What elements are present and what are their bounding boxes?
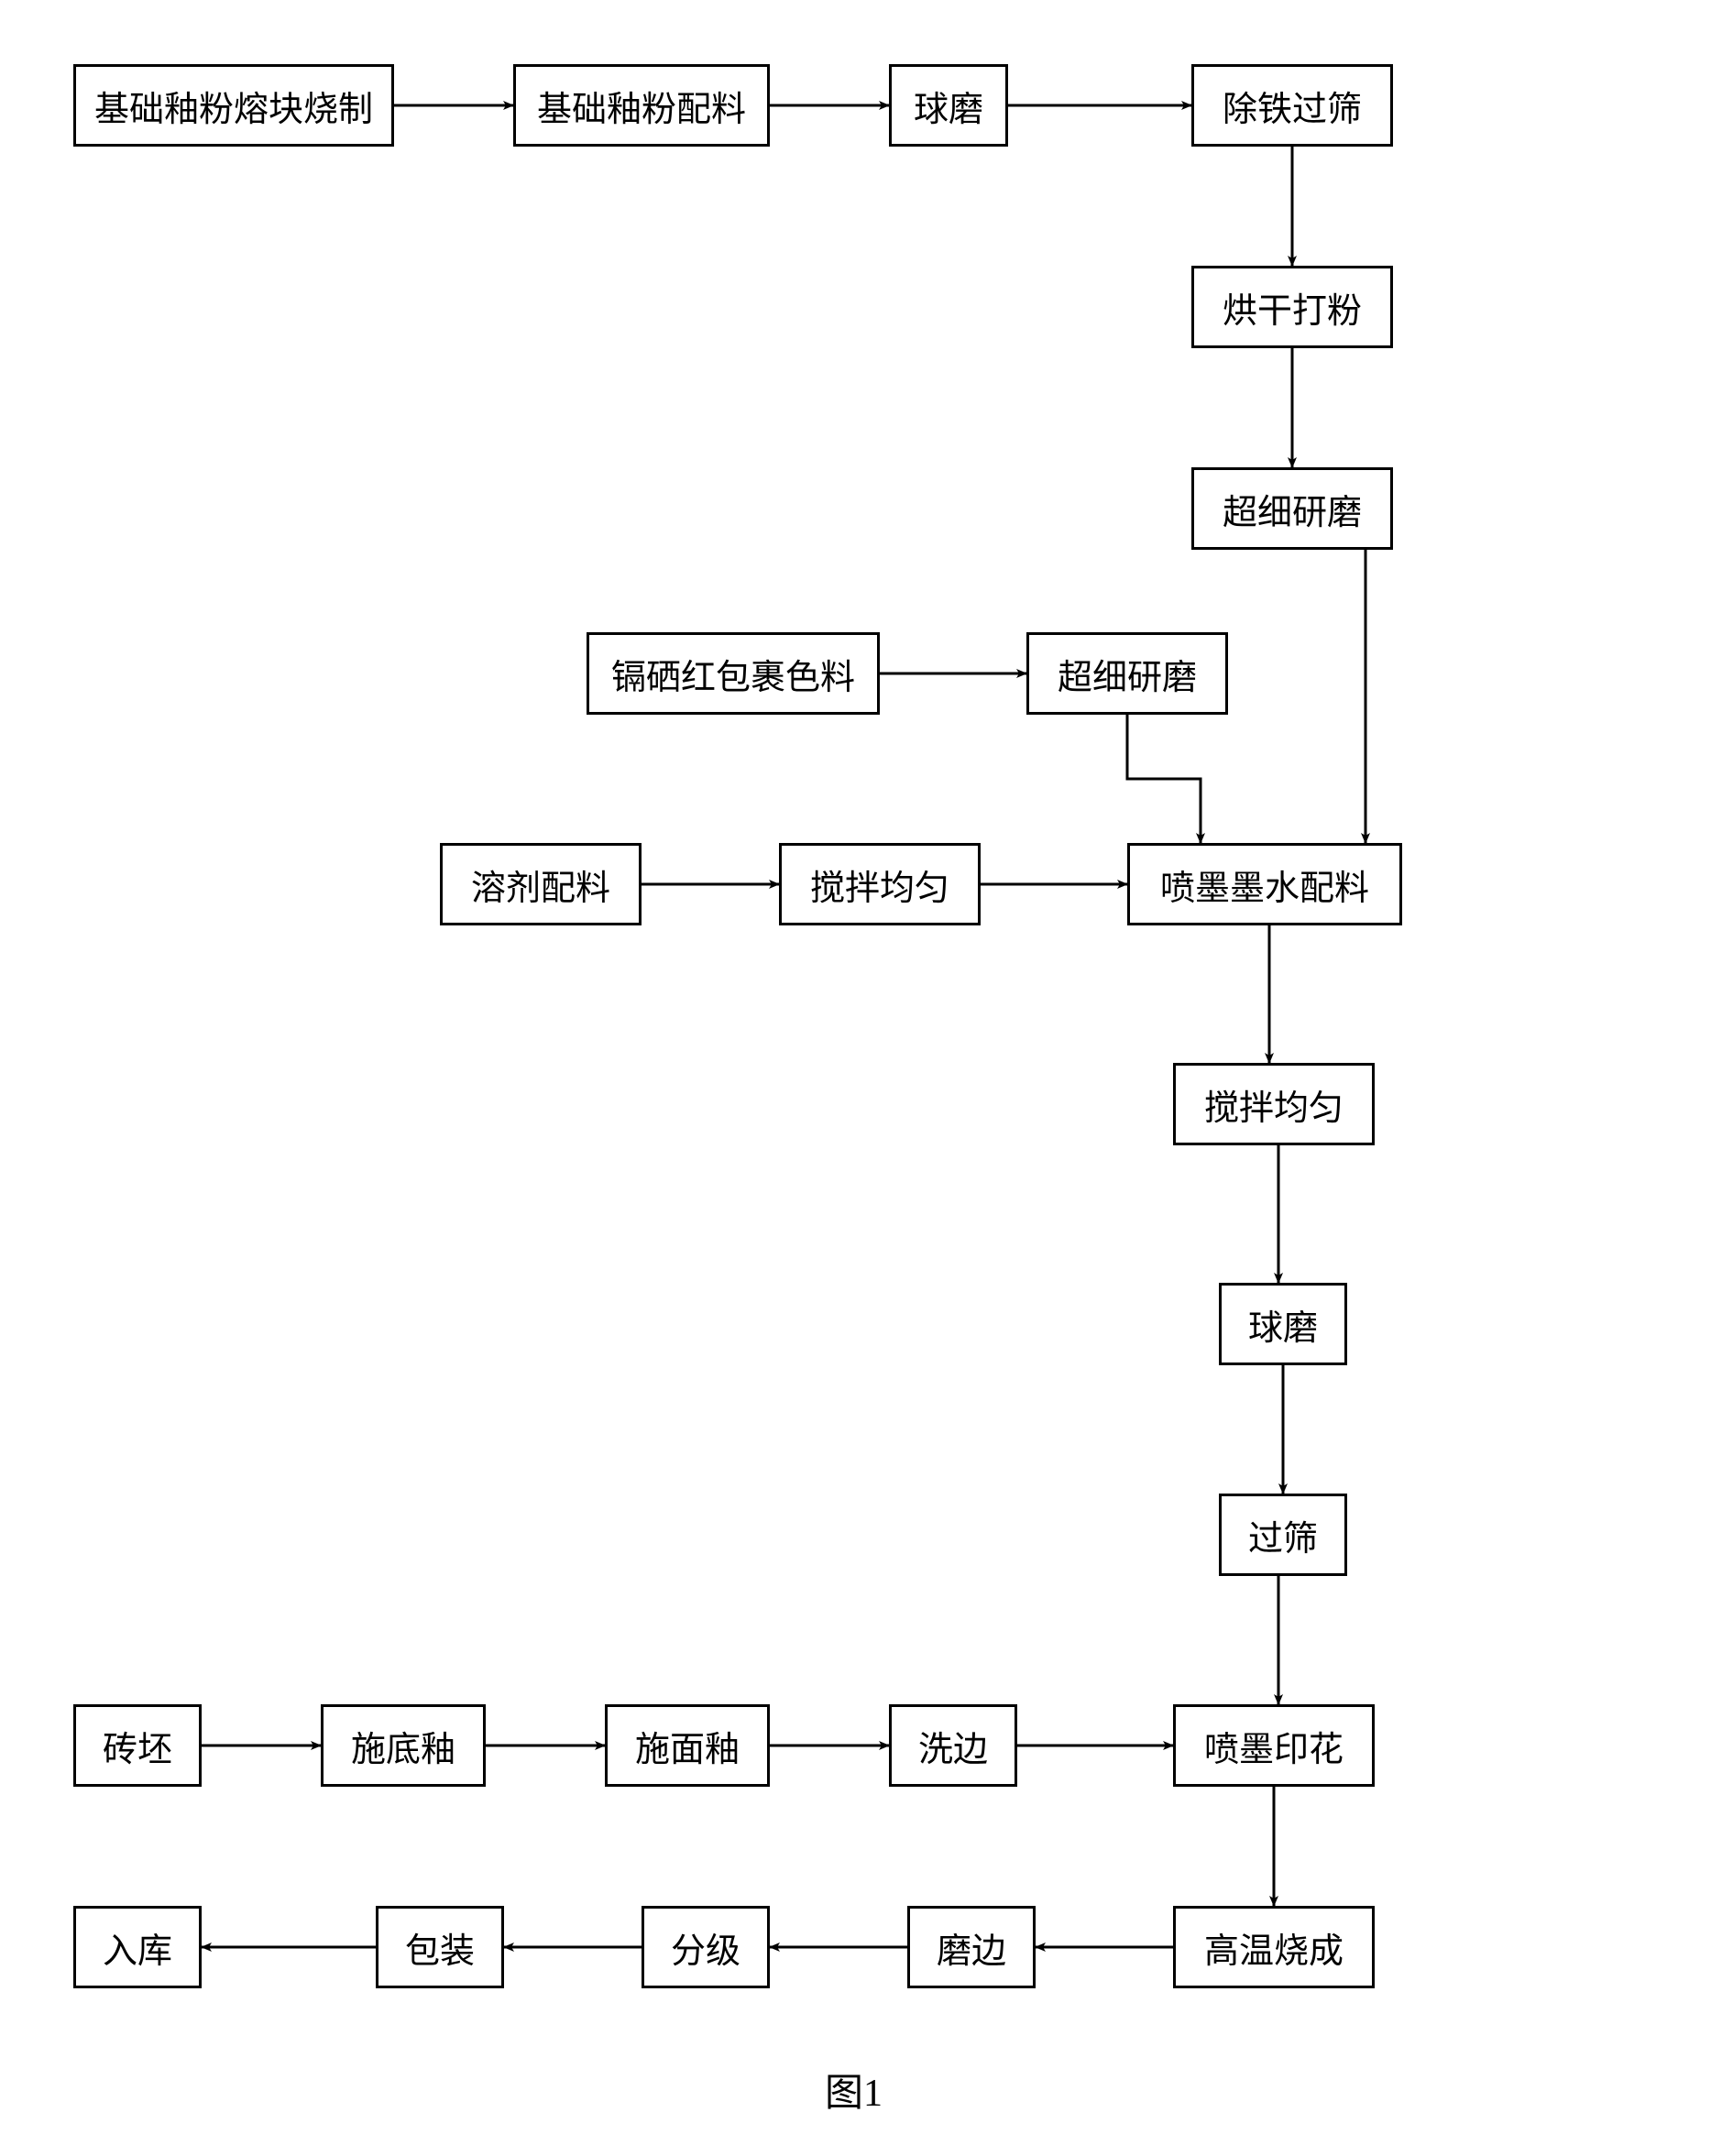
node-n3: 球磨	[889, 64, 1008, 147]
flowchart-canvas: 基础釉粉熔块烧制基础釉粉配料球磨除铁过筛烘干打粉超细研磨镉硒红包裹色料超细研磨溶…	[0, 0, 1722, 2156]
node-n13: 球磨	[1219, 1283, 1347, 1365]
node-n17: 施面釉	[605, 1704, 770, 1787]
node-n8: 超细研磨	[1026, 632, 1228, 715]
node-n1: 基础釉粉熔块烧制	[73, 64, 394, 147]
node-n9: 溶剂配料	[440, 843, 642, 925]
node-n21: 磨边	[907, 1906, 1036, 1988]
node-n6: 超细研磨	[1191, 467, 1393, 550]
node-n11: 喷墨墨水配料	[1127, 843, 1402, 925]
node-n24: 入库	[73, 1906, 202, 1988]
node-n19: 喷墨印花	[1173, 1704, 1375, 1787]
node-n14: 过筛	[1219, 1494, 1347, 1576]
node-n10: 搅拌均匀	[779, 843, 981, 925]
node-n2: 基础釉粉配料	[513, 64, 770, 147]
node-n4: 除铁过筛	[1191, 64, 1393, 147]
edges-layer	[0, 0, 1722, 2156]
node-n7: 镉硒红包裹色料	[587, 632, 880, 715]
node-n23: 包装	[376, 1906, 504, 1988]
node-n16: 施底釉	[321, 1704, 486, 1787]
figure-caption: 图1	[825, 2062, 883, 2118]
node-n5: 烘干打粉	[1191, 266, 1393, 348]
node-n22: 分级	[642, 1906, 770, 1988]
node-n15: 砖坯	[73, 1704, 202, 1787]
node-n12: 搅拌均匀	[1173, 1063, 1375, 1145]
node-n20: 高温烧成	[1173, 1906, 1375, 1988]
node-n18: 洗边	[889, 1704, 1017, 1787]
